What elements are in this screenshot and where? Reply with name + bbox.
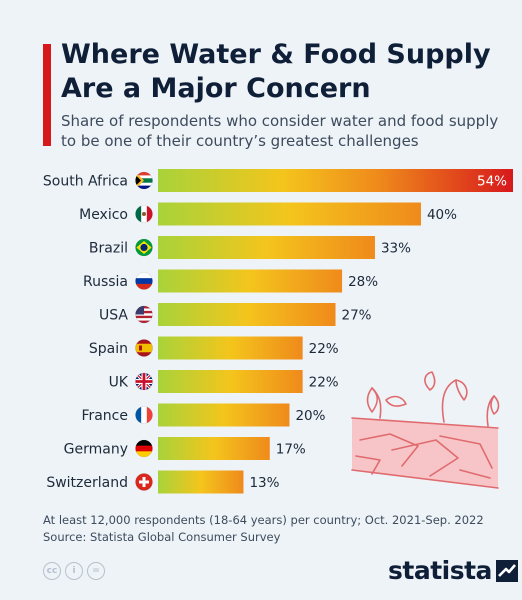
category-label: Russia bbox=[83, 274, 128, 290]
bar-row: South Africa 54% bbox=[43, 169, 513, 192]
bar-row: Mexico 40% bbox=[79, 202, 457, 226]
switzerland-flag-icon bbox=[135, 473, 153, 491]
usa-flag-icon bbox=[135, 305, 153, 324]
value-label: 33% bbox=[381, 241, 411, 257]
value-label: 22% bbox=[309, 375, 339, 391]
russia-flag-icon bbox=[135, 272, 153, 290]
license-icons: cc i = bbox=[43, 562, 105, 580]
bar-row: UK 22% bbox=[109, 370, 339, 393]
bar bbox=[158, 202, 421, 226]
bar-row: France 20% bbox=[81, 403, 326, 427]
value-label: 20% bbox=[295, 408, 325, 424]
chart-subtitle: Share of respondents who consider water … bbox=[61, 112, 499, 150]
drought-cracked-soil-icon bbox=[351, 371, 500, 489]
no-derivatives-icon[interactable]: = bbox=[87, 562, 105, 580]
spain-flag-icon bbox=[135, 339, 153, 357]
bar-row: Switzerland 13% bbox=[46, 470, 280, 494]
attribution-icon[interactable]: i bbox=[65, 562, 83, 580]
value-label: 54% bbox=[477, 174, 507, 190]
category-label: Spain bbox=[89, 341, 128, 357]
bar bbox=[158, 437, 270, 460]
category-label: USA bbox=[99, 308, 128, 324]
statista-logo-icon bbox=[495, 559, 518, 582]
mexico-flag-icon bbox=[135, 205, 153, 223]
title-accent-bar bbox=[43, 44, 51, 146]
statista-logo-text: statista bbox=[388, 556, 492, 585]
category-label: UK bbox=[109, 375, 129, 391]
chart-title: Where Water & Food Supply Are a Major Co… bbox=[61, 39, 491, 104]
bar bbox=[158, 403, 290, 427]
germany-flag-icon bbox=[135, 439, 153, 458]
value-label: 40% bbox=[427, 207, 457, 223]
bar-row: Brazil 33% bbox=[89, 236, 411, 259]
category-label: France bbox=[81, 408, 128, 424]
bar bbox=[158, 370, 303, 393]
bar bbox=[158, 303, 336, 326]
chart-footnote: At least 12,000 respondents (18-64 years… bbox=[43, 512, 484, 546]
value-label: 22% bbox=[309, 341, 339, 357]
creative-commons-icon[interactable]: cc bbox=[43, 562, 61, 580]
bar-row: USA 27% bbox=[99, 303, 372, 326]
brazil-flag-icon bbox=[135, 238, 153, 257]
statista-logo[interactable]: statista bbox=[388, 556, 518, 585]
bar bbox=[158, 236, 375, 259]
value-label: 17% bbox=[276, 442, 306, 458]
infographic-card bbox=[8, 8, 514, 592]
south-africa-flag-icon bbox=[135, 171, 153, 190]
category-label: South Africa bbox=[43, 174, 128, 190]
source-note: Source: Statista Global Consumer Survey bbox=[43, 530, 281, 544]
bar-row: Spain 22% bbox=[89, 336, 339, 360]
category-label: Mexico bbox=[79, 207, 128, 223]
bar bbox=[158, 269, 343, 293]
category-label: Switzerland bbox=[46, 475, 128, 491]
value-label: 27% bbox=[342, 308, 372, 324]
france-flag-icon bbox=[135, 406, 153, 424]
bar bbox=[158, 336, 303, 360]
bar-row: Germany 17% bbox=[64, 437, 306, 460]
category-label: Germany bbox=[64, 442, 128, 458]
bar-chart: South Africa 54% Mexico 40% Brazil 33% Russia 2… bbox=[43, 169, 513, 494]
bar bbox=[158, 169, 513, 192]
bar-row: Russia 28% bbox=[83, 269, 378, 293]
value-label: 13% bbox=[249, 475, 279, 491]
value-label: 28% bbox=[348, 274, 378, 290]
bar-rows: South Africa 54% Mexico 40% Brazil 33% Russia 2… bbox=[43, 169, 513, 494]
uk-flag-icon bbox=[135, 372, 153, 391]
respondents-note: At least 12,000 respondents (18-64 years… bbox=[43, 513, 484, 527]
category-label: Brazil bbox=[89, 241, 128, 257]
bar bbox=[158, 470, 244, 494]
